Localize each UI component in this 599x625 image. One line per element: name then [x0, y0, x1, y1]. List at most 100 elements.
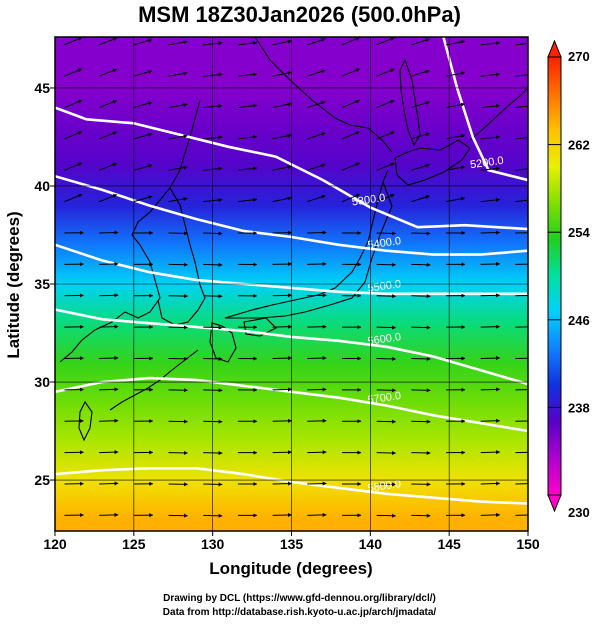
wind-arrow — [480, 103, 500, 109]
wind-arrow — [480, 356, 501, 361]
wind-arrow — [307, 293, 327, 298]
wind-arrow — [376, 262, 397, 267]
x-axis: 120 125 130 135 140 145 150 — [43, 531, 540, 552]
wind-arrow — [411, 132, 430, 140]
wind-arrow — [376, 388, 397, 393]
wind-arrow — [99, 324, 119, 329]
wind-arrow — [411, 69, 430, 77]
wind-arrow — [341, 162, 360, 171]
contour-labels: 5200.0 5300.0 5400.0 5500.0 5600.0 5700.0 5800… — [351, 155, 504, 495]
wind-arrow — [480, 261, 501, 266]
wind-arrow — [480, 324, 501, 329]
wind-arrow — [376, 37, 395, 46]
wind-arrow — [376, 513, 397, 518]
wind-arrow — [272, 165, 292, 171]
wind-arrow — [237, 135, 258, 140]
wind-arrow — [307, 387, 327, 392]
wind-arrow — [307, 230, 327, 235]
wind-arrow — [307, 512, 327, 517]
wind-arrow — [168, 165, 188, 171]
y-tick-label: 25 — [34, 472, 50, 488]
wind-arrow — [411, 101, 430, 109]
contour-label: 5500.0 — [367, 278, 402, 295]
wind-arrow — [376, 68, 395, 77]
plot-area: 5200.0 5300.0 5400.0 5500.0 5600.0 5700.0 5800… — [54, 36, 529, 532]
contour-line — [55, 106, 528, 231]
wind-arrow — [168, 134, 188, 140]
wind-arrow — [168, 197, 188, 203]
colorbar-tick-label: 246 — [568, 313, 590, 328]
grid-lines — [55, 37, 528, 531]
wind-arrow — [133, 132, 153, 140]
wind-arrow — [480, 135, 500, 140]
x-tick-label: 120 — [43, 536, 67, 552]
wind-arrow — [64, 193, 83, 203]
wind-arrow — [98, 131, 118, 140]
wind-arrow — [307, 450, 327, 455]
wind-arrow — [480, 293, 501, 298]
contour-label: 5200.0 — [469, 155, 504, 172]
x-tick-label: 125 — [122, 536, 146, 552]
colorbar-tick-label: 238 — [568, 400, 590, 415]
x-tick-label: 135 — [280, 536, 304, 552]
colorbar-gradient — [547, 56, 562, 496]
colorbar: 230 238 246 254 262 270 — [547, 39, 590, 520]
wind-arrow — [237, 72, 258, 77]
x-tick-label: 140 — [359, 536, 383, 552]
wind-arrow — [99, 230, 119, 235]
wind-arrow — [98, 37, 118, 46]
y-tick-label: 30 — [34, 374, 50, 390]
wind-arrow — [376, 194, 395, 203]
wind-arrow — [307, 163, 326, 171]
y-axis-label: Latitude (degrees) — [4, 211, 23, 358]
wind-arrow — [307, 194, 326, 203]
wind-arrow — [341, 131, 360, 140]
wind-arrow — [376, 450, 397, 455]
contour-label: 5700.0 — [367, 390, 402, 407]
wind-arrow — [515, 42, 528, 46]
contour-label: 5800.0 — [367, 478, 402, 495]
wind-arrow — [99, 481, 119, 486]
contour-label: 5300.0 — [351, 192, 386, 209]
wind-arrow — [307, 356, 327, 361]
colorbar-bottom-triangle — [547, 494, 562, 513]
wind-arrow — [272, 71, 292, 77]
wind-arrow — [411, 163, 430, 171]
wind-arrow — [168, 102, 188, 109]
colorbar-tick-label: 270 — [568, 49, 590, 64]
wind-arrow — [376, 162, 395, 171]
wind-arrow — [411, 195, 430, 203]
wind-arrow — [64, 162, 83, 171]
wind-arrow — [376, 231, 397, 236]
wind-arrow — [272, 133, 292, 140]
wind-arrow — [133, 195, 153, 203]
wind-arrow — [515, 199, 528, 203]
wind-arrow — [376, 294, 397, 299]
wind-arrow — [515, 168, 528, 171]
wind-arrow — [515, 105, 528, 109]
wind-arrow — [480, 512, 501, 517]
x-tick-label: 130 — [201, 536, 225, 552]
x-tick-label: 145 — [437, 536, 461, 552]
wind-arrow — [99, 387, 119, 392]
data-credit: Data from http://database.rish.kyoto-u.a… — [162, 607, 437, 618]
wind-arrow — [376, 419, 397, 424]
wind-arrow — [272, 102, 292, 109]
wind-arrow — [99, 356, 119, 361]
wind-arrow — [99, 261, 119, 266]
wind-arrow — [307, 100, 326, 109]
wind-arrow — [480, 197, 500, 203]
wind-arrow — [480, 418, 501, 423]
wind-arrow — [98, 100, 118, 109]
contour-label: 5400.0 — [367, 235, 402, 252]
wind-arrow — [341, 68, 360, 77]
wind-arrow — [272, 196, 292, 203]
wind-arrow — [341, 193, 360, 203]
wind-arrow — [98, 162, 118, 171]
wind-arrow — [64, 99, 83, 109]
wind-arrow — [99, 418, 119, 423]
colorbar-top-triangle — [547, 39, 562, 58]
y-tick-label: 45 — [34, 80, 50, 96]
wind-arrow — [480, 450, 501, 455]
wind-arrow — [64, 68, 83, 77]
